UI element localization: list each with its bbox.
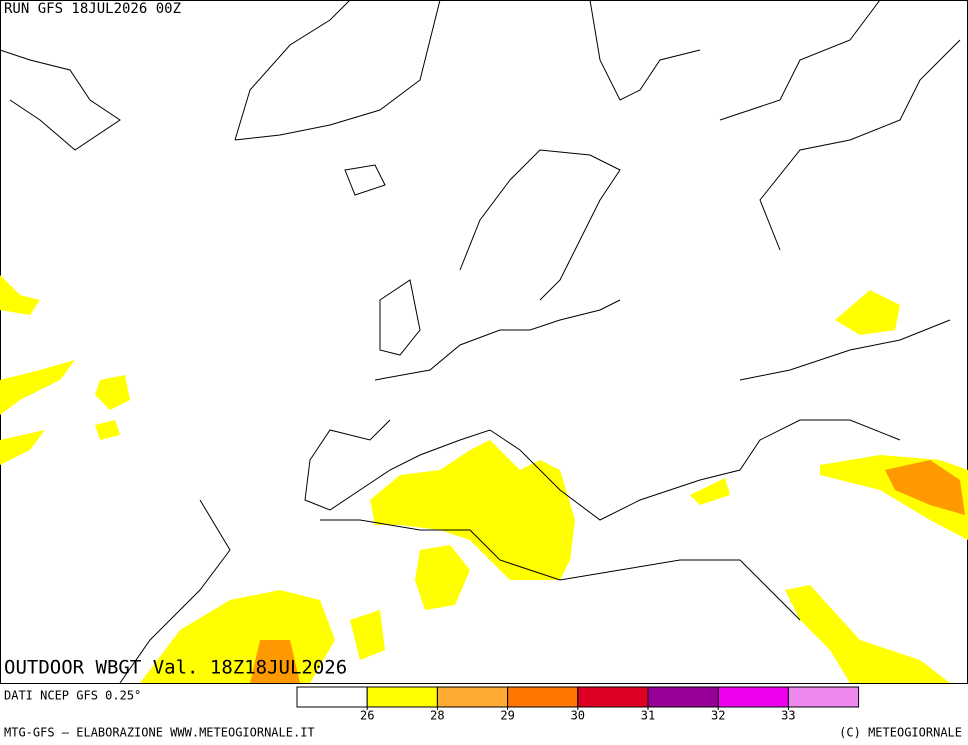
footer-left: MTG-GFS — ELABORAZIONE WWW.METEOGIORNALE… (4, 726, 315, 740)
map-title: OUTDOOR WBGT Val. 18Z18JUL2026 (4, 657, 347, 679)
legend-tick-label: 31 (641, 709, 655, 723)
legend-swatch (436, 686, 509, 708)
legend-swatch (647, 686, 719, 708)
legend-tick-label: 32 (711, 709, 725, 723)
legend-swatch (577, 686, 649, 708)
legend-tick-label: 33 (781, 709, 795, 723)
coastlines (0, 0, 961, 684)
map-frame (0, 0, 968, 684)
wbgt-field (0, 275, 968, 683)
run-label: RUN GFS 18JUL2026 00Z (4, 1, 181, 17)
legend-tick-label: 28 (430, 709, 444, 723)
footer-right: (C) METEOGIORNALE (839, 726, 962, 740)
legend-tick-label: 26 (360, 709, 374, 723)
legend-tick-label: 30 (571, 709, 585, 723)
legend-swatch (507, 686, 579, 708)
legend-swatch (717, 686, 789, 708)
legend: 26 28 29 30 31 32 33 (296, 686, 860, 723)
legend-swatch (787, 686, 860, 708)
legend-swatch (296, 686, 368, 708)
legend-swatch (366, 686, 438, 708)
source-label: DATI NCEP GFS 0.25° (4, 689, 141, 703)
legend-tick-label: 29 (500, 709, 514, 723)
